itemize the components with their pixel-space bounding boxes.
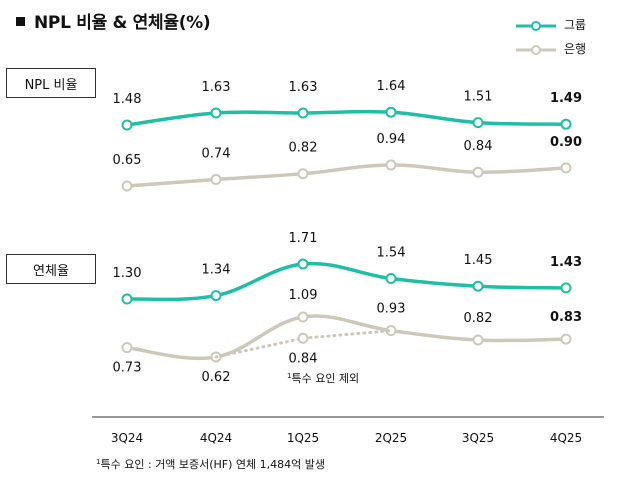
legend-group-label: 그룹 bbox=[564, 18, 587, 32]
series-line-bank-delinq bbox=[125, 314, 568, 361]
legend-group-line-icon bbox=[516, 20, 556, 31]
series-line-group-delinq bbox=[125, 261, 568, 302]
legend-item-bank: 은행 bbox=[516, 40, 586, 57]
data-point-group-npl-4 bbox=[472, 117, 484, 129]
x-tick-label-4: 3Q25 bbox=[462, 431, 494, 445]
data-point-group-npl-1 bbox=[210, 107, 222, 119]
data-label-group-delinq-1: 1.34 bbox=[202, 263, 231, 278]
data-point-bank-delinq-4 bbox=[472, 334, 484, 346]
data-label-group-delinq-4: 1.45 bbox=[464, 253, 493, 268]
data-point-group-delinq-3 bbox=[385, 273, 397, 285]
footnote: 1특수 요인 : 거액 보증서(HF) 연체 1,484억 발생 bbox=[96, 456, 325, 472]
data-label-bank-npl-0: 0.65 bbox=[113, 153, 142, 168]
title-text: NPL 비율 & 연체율(%) bbox=[34, 13, 211, 33]
data-point-group-delinq-1 bbox=[210, 290, 222, 302]
data-point-bank-delinq-0 bbox=[121, 342, 133, 354]
data-label-bank-delinq-5: 0.83 bbox=[550, 310, 582, 325]
excl-special-note-mark: 1 bbox=[287, 372, 291, 380]
data-point-bank-npl-1 bbox=[210, 173, 222, 185]
x-tick-label-3: 2Q25 bbox=[375, 431, 407, 445]
page-title: NPL 비율 & 연체율(%) bbox=[16, 8, 211, 33]
series-line-bank-npl bbox=[125, 163, 568, 188]
data-label-bank-npl-3: 0.94 bbox=[377, 132, 406, 147]
excl-special-note: 1특수 요인 제외 bbox=[287, 372, 359, 385]
data-point-bank-npl-5 bbox=[560, 162, 572, 174]
data-label-bank-npl-2: 0.82 bbox=[289, 141, 318, 156]
x-tick-label-1: 4Q24 bbox=[200, 431, 232, 445]
data-point-group-delinq-4 bbox=[472, 280, 484, 292]
legend-bank-line-icon bbox=[516, 44, 556, 55]
data-point-bank-delinq-5 bbox=[560, 333, 572, 345]
data-label-bank-npl-4: 0.84 bbox=[464, 139, 493, 154]
data-point-bank-delinq-2 bbox=[297, 311, 309, 323]
excl-special-point-2 bbox=[297, 332, 309, 344]
data-label-group-delinq-2: 1.71 bbox=[289, 231, 318, 246]
data-point-group-delinq-5 bbox=[560, 282, 572, 294]
data-label-bank-delinq-3: 0.93 bbox=[377, 302, 406, 317]
data-label-group-delinq-3: 1.54 bbox=[377, 246, 406, 261]
data-point-group-npl-5 bbox=[560, 118, 572, 130]
excl-special-label-2: 0.84 bbox=[289, 351, 318, 366]
footnote-text: 특수 요인 : 거액 보증서(HF) 연체 1,484억 발생 bbox=[100, 458, 326, 471]
data-label-bank-delinq-2: 1.09 bbox=[289, 288, 318, 303]
data-label-bank-npl-1: 0.74 bbox=[202, 146, 231, 161]
series-line-group-npl bbox=[125, 109, 568, 127]
data-label-group-npl-0: 1.48 bbox=[113, 92, 142, 107]
data-point-group-delinq-0 bbox=[121, 293, 133, 305]
data-label-group-npl-2: 1.63 bbox=[289, 80, 318, 95]
x-tick-label-5: 4Q25 bbox=[550, 431, 582, 445]
npl-ratio-label: NPL 비율 bbox=[6, 68, 96, 98]
footnote-mark: 1 bbox=[96, 458, 101, 466]
legend-bank-label: 은행 bbox=[564, 42, 587, 56]
data-label-group-delinq-5: 1.43 bbox=[550, 255, 582, 270]
data-point-group-npl-0 bbox=[121, 119, 133, 131]
data-point-bank-npl-2 bbox=[297, 168, 309, 180]
data-label-bank-delinq-1: 0.62 bbox=[202, 370, 231, 385]
data-label-group-npl-3: 1.64 bbox=[377, 79, 406, 94]
x-tick-label-2: 1Q25 bbox=[287, 431, 319, 445]
delinquency-label: 연체율 bbox=[6, 254, 96, 284]
data-label-bank-delinq-0: 0.73 bbox=[113, 361, 142, 376]
data-label-group-delinq-0: 1.30 bbox=[113, 266, 142, 281]
legend-item-group: 그룹 bbox=[516, 16, 586, 33]
excl-special-note-text: 특수 요인 제외 bbox=[291, 372, 359, 385]
data-point-bank-npl-3 bbox=[385, 159, 397, 171]
data-point-bank-npl-0 bbox=[121, 180, 133, 192]
data-label-group-npl-1: 1.63 bbox=[202, 80, 231, 95]
data-point-group-delinq-2 bbox=[297, 258, 309, 270]
x-tick-label-0: 3Q24 bbox=[111, 431, 143, 445]
data-label-bank-npl-5: 0.90 bbox=[550, 135, 582, 150]
title-bullet-icon bbox=[16, 17, 25, 26]
data-point-group-npl-3 bbox=[385, 106, 397, 118]
data-point-group-npl-2 bbox=[297, 107, 309, 119]
data-label-group-npl-4: 1.51 bbox=[464, 90, 493, 105]
data-label-group-npl-5: 1.49 bbox=[550, 91, 582, 106]
data-label-bank-delinq-4: 0.82 bbox=[464, 311, 493, 326]
data-point-bank-npl-4 bbox=[472, 166, 484, 178]
